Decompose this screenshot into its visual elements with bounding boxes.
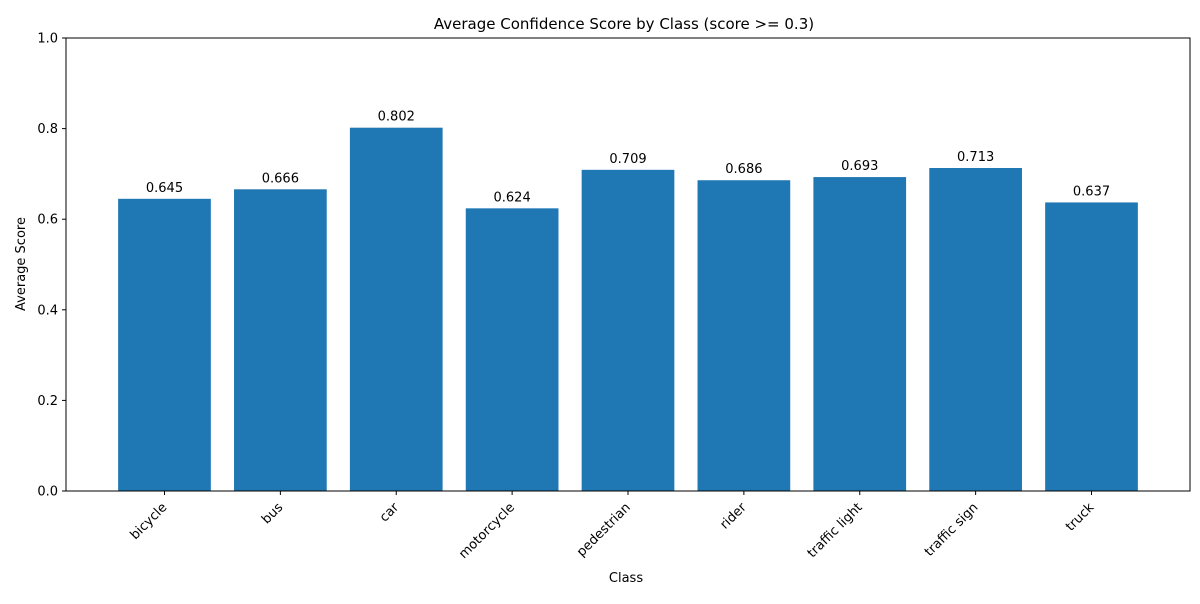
data-label: 0.693 — [841, 159, 878, 174]
x-tick-label: pedestrian — [574, 500, 634, 560]
data-label: 0.709 — [609, 152, 646, 167]
bar — [697, 180, 791, 492]
x-tick-label: motorcycle — [456, 500, 518, 562]
y-tick-label: 0.4 — [37, 303, 58, 318]
y-tick-label: 0.2 — [37, 394, 58, 409]
axes-frame — [65, 37, 1191, 492]
x-tick-label: truck — [1063, 500, 1098, 535]
data-label: 0.686 — [725, 162, 762, 177]
x-axis-label: Class — [609, 571, 643, 586]
bar — [581, 169, 675, 491]
x-tick-label: bicycle — [128, 500, 171, 543]
bar — [118, 198, 211, 491]
y-tick-label: 1.0 — [37, 32, 58, 47]
bar — [349, 127, 443, 491]
y-tick-label: 0.0 — [37, 485, 58, 500]
data-label: 0.666 — [262, 171, 299, 186]
x-tick-label: car — [377, 500, 403, 526]
bar — [929, 168, 1022, 491]
bar — [465, 208, 559, 491]
x-tick-label: rider — [717, 500, 750, 533]
bar — [1045, 202, 1138, 491]
data-label: 0.802 — [378, 110, 415, 125]
x-tick-label: traffic light — [805, 500, 866, 561]
y-tick-label: 0.8 — [37, 122, 58, 137]
y-tick-label: 0.6 — [37, 213, 58, 228]
data-label: 0.624 — [494, 190, 531, 205]
y-axis-label: Average Score — [14, 217, 29, 311]
plot-area: 0.645 bicycle 0.666 bus 0.802 car 0.624 motorcy… — [37, 32, 1191, 562]
data-label: 0.645 — [146, 181, 183, 196]
bar — [813, 177, 907, 491]
x-tick-label: traffic sign — [922, 500, 981, 559]
chart-title: Average Confidence Score by Class (score… — [434, 15, 814, 33]
x-tick-label: bus — [259, 500, 286, 527]
data-label: 0.713 — [957, 150, 994, 165]
bar — [234, 189, 327, 492]
data-label: 0.637 — [1073, 184, 1110, 199]
